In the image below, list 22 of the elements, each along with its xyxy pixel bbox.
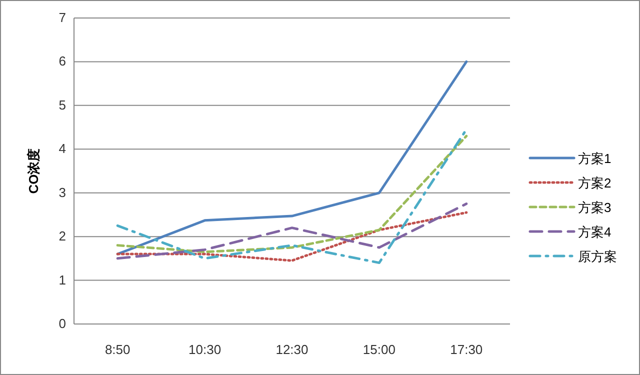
legend-label: 方案3 [578, 200, 612, 215]
y-tick-label: 3 [58, 184, 66, 200]
x-tick-label: 17:30 [450, 342, 483, 357]
line-series [116, 60, 468, 256]
legend-label: 方案2 [578, 176, 612, 190]
line-series [116, 211, 468, 262]
legend-label: 原方案 [578, 249, 617, 264]
y-tick-label: 1 [58, 272, 66, 288]
y-tick-label: 6 [58, 54, 66, 69]
x-tick-label: 12:30 [276, 342, 308, 357]
y-tick-label: 0 [58, 316, 66, 331]
y-tick-label: 4 [58, 141, 66, 156]
x-tick-label: 8:50 [104, 342, 130, 357]
y-tick-label: 5 [58, 97, 66, 112]
y-tick-label: 2 [58, 228, 66, 244]
y-axis-title: CO浓度 [26, 148, 41, 194]
line-series [116, 202, 468, 260]
x-tick-label: 10:30 [188, 342, 222, 357]
legend-label: 方案1 [578, 151, 612, 166]
legend-label: 方案4 [578, 224, 612, 240]
y-tick-label: 7 [58, 10, 66, 25]
x-tick-label: 15:00 [362, 342, 396, 357]
